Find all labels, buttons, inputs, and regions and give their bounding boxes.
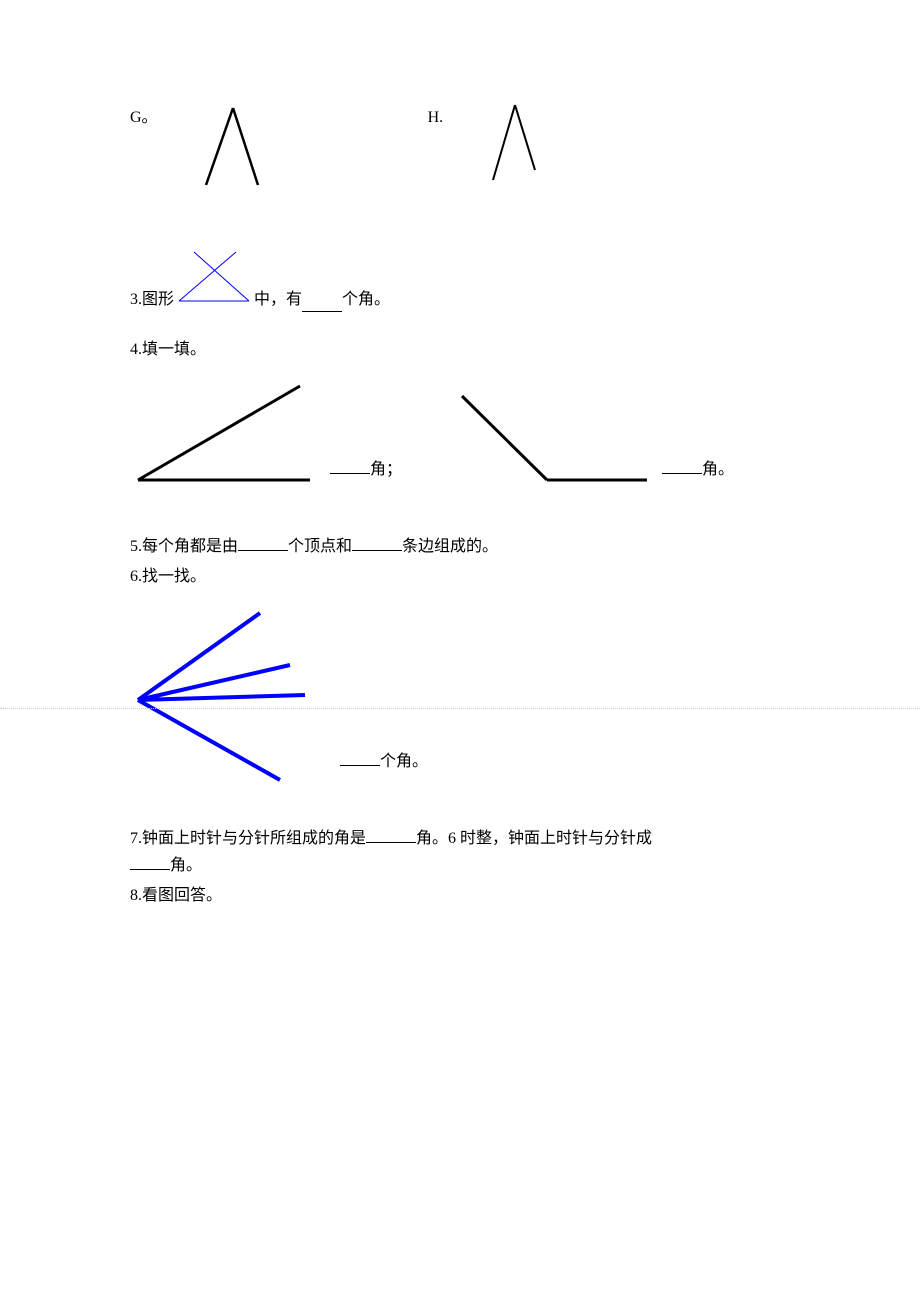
- q3-prefix: 3.图形: [130, 287, 174, 313]
- q7-blank-2: [130, 852, 170, 870]
- q3-middle: 中，有: [254, 287, 302, 313]
- label-g: G。: [130, 105, 158, 131]
- q3-figure: [174, 249, 254, 313]
- q4-figure-1: 角；: [130, 378, 402, 488]
- question-4-title: 4.填一填。: [130, 337, 790, 363]
- q6-label: 个角。: [340, 748, 428, 775]
- q6-blank: [340, 748, 380, 766]
- q4-blank-1: [330, 456, 370, 474]
- option-g: G。: [130, 100, 278, 199]
- q4-label-1: 角；: [330, 456, 402, 483]
- q4-blank-2: [662, 456, 702, 474]
- q5-blank-1: [238, 533, 288, 551]
- option-row-gh: G。 H.: [130, 100, 790, 199]
- question-8-title: 8.看图回答。: [130, 883, 790, 909]
- q7-blank-1: [366, 825, 416, 843]
- angle-figure-h: [473, 100, 553, 194]
- label-h: H.: [428, 105, 444, 131]
- question-6-title: 6.找一找。: [130, 564, 790, 590]
- q4-figure-2: 角。: [452, 388, 734, 488]
- question-6-figure: 个角。: [130, 605, 790, 785]
- question-3: 3.图形 中，有 个角。: [130, 249, 790, 313]
- q4-label-2: 角。: [662, 456, 734, 483]
- q3-blank: [302, 294, 342, 312]
- question-5: 5.每个角都是由个顶点和条边组成的。: [130, 533, 790, 560]
- question-4-figures: 角； 角。: [130, 378, 790, 488]
- q5-blank-2: [352, 533, 402, 551]
- question-7: 7.钟面上时针与分针所组成的角是角。6 时整，钟面上时针与分针成 角。: [130, 825, 790, 878]
- q3-suffix: 个角。: [342, 287, 390, 313]
- horizontal-divider: [0, 708, 920, 709]
- option-h: H.: [278, 100, 554, 194]
- angle-figure-g: [188, 100, 278, 199]
